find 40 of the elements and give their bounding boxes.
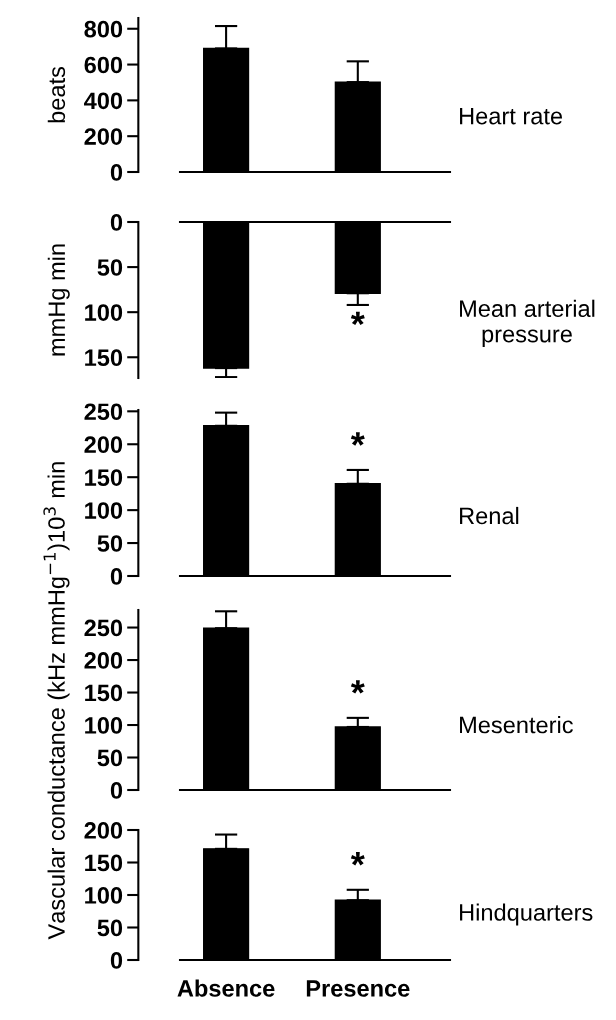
y-tick-label: 100 [85, 304, 123, 321]
x-tick-label: Presence [306, 980, 410, 997]
y-tick-label: 50 [97, 259, 123, 276]
y-tick-label: 0 [110, 164, 123, 181]
annotation: * [350, 680, 365, 694]
text: Heart rate [460, 107, 563, 125]
y-axis-title: mmHg min [47, 244, 70, 356]
y-tick-label: 250 [84, 403, 123, 421]
text: Mean arterial pressure [460, 299, 595, 348]
y-tick-label: 600 [84, 56, 123, 74]
y-tick-label: 200 [84, 128, 123, 145]
y-tick-label: 800 [84, 20, 123, 38]
y-tick-label: 50 [97, 919, 123, 937]
y-tick-label: 200 [84, 436, 123, 454]
y-tick-label: 0 [110, 782, 123, 799]
y-tick-label: 100 [85, 502, 123, 519]
y-tick-label: 0 [110, 952, 123, 969]
y-tick-label: 250 [84, 619, 123, 637]
annotation: * [350, 852, 365, 866]
y-tick-label: 100 [85, 887, 123, 904]
y-tick-label: 150 [85, 684, 123, 702]
y-tick-label: 50 [97, 749, 123, 767]
y-tick-label: 400 [84, 92, 123, 110]
y-tick-label: 150 [85, 469, 123, 486]
text: Hindquarters [460, 903, 593, 926]
y-axis-title: beats [47, 66, 66, 123]
y-tick-label: 200 [84, 652, 123, 669]
y-tick-label: 200 [84, 822, 123, 839]
x-tick-label: Absence [177, 979, 275, 997]
y-tick-label: 0 [110, 214, 123, 231]
y-tick-label: 50 [97, 535, 123, 552]
annotation: * [350, 432, 365, 446]
annotation: * [350, 311, 365, 326]
y-tick-label: 0 [110, 568, 123, 585]
y-tick-label: 150 [85, 854, 123, 872]
text: Mesenteric [460, 715, 573, 734]
text: Renal [460, 506, 519, 525]
y-tick-label: 150 [85, 349, 123, 367]
y-tick-label: 100 [85, 717, 123, 734]
y-axis-title: Vascular conductance (kHz mmHg$^{−1}$)10$^{3}$ min [43, 462, 70, 940]
